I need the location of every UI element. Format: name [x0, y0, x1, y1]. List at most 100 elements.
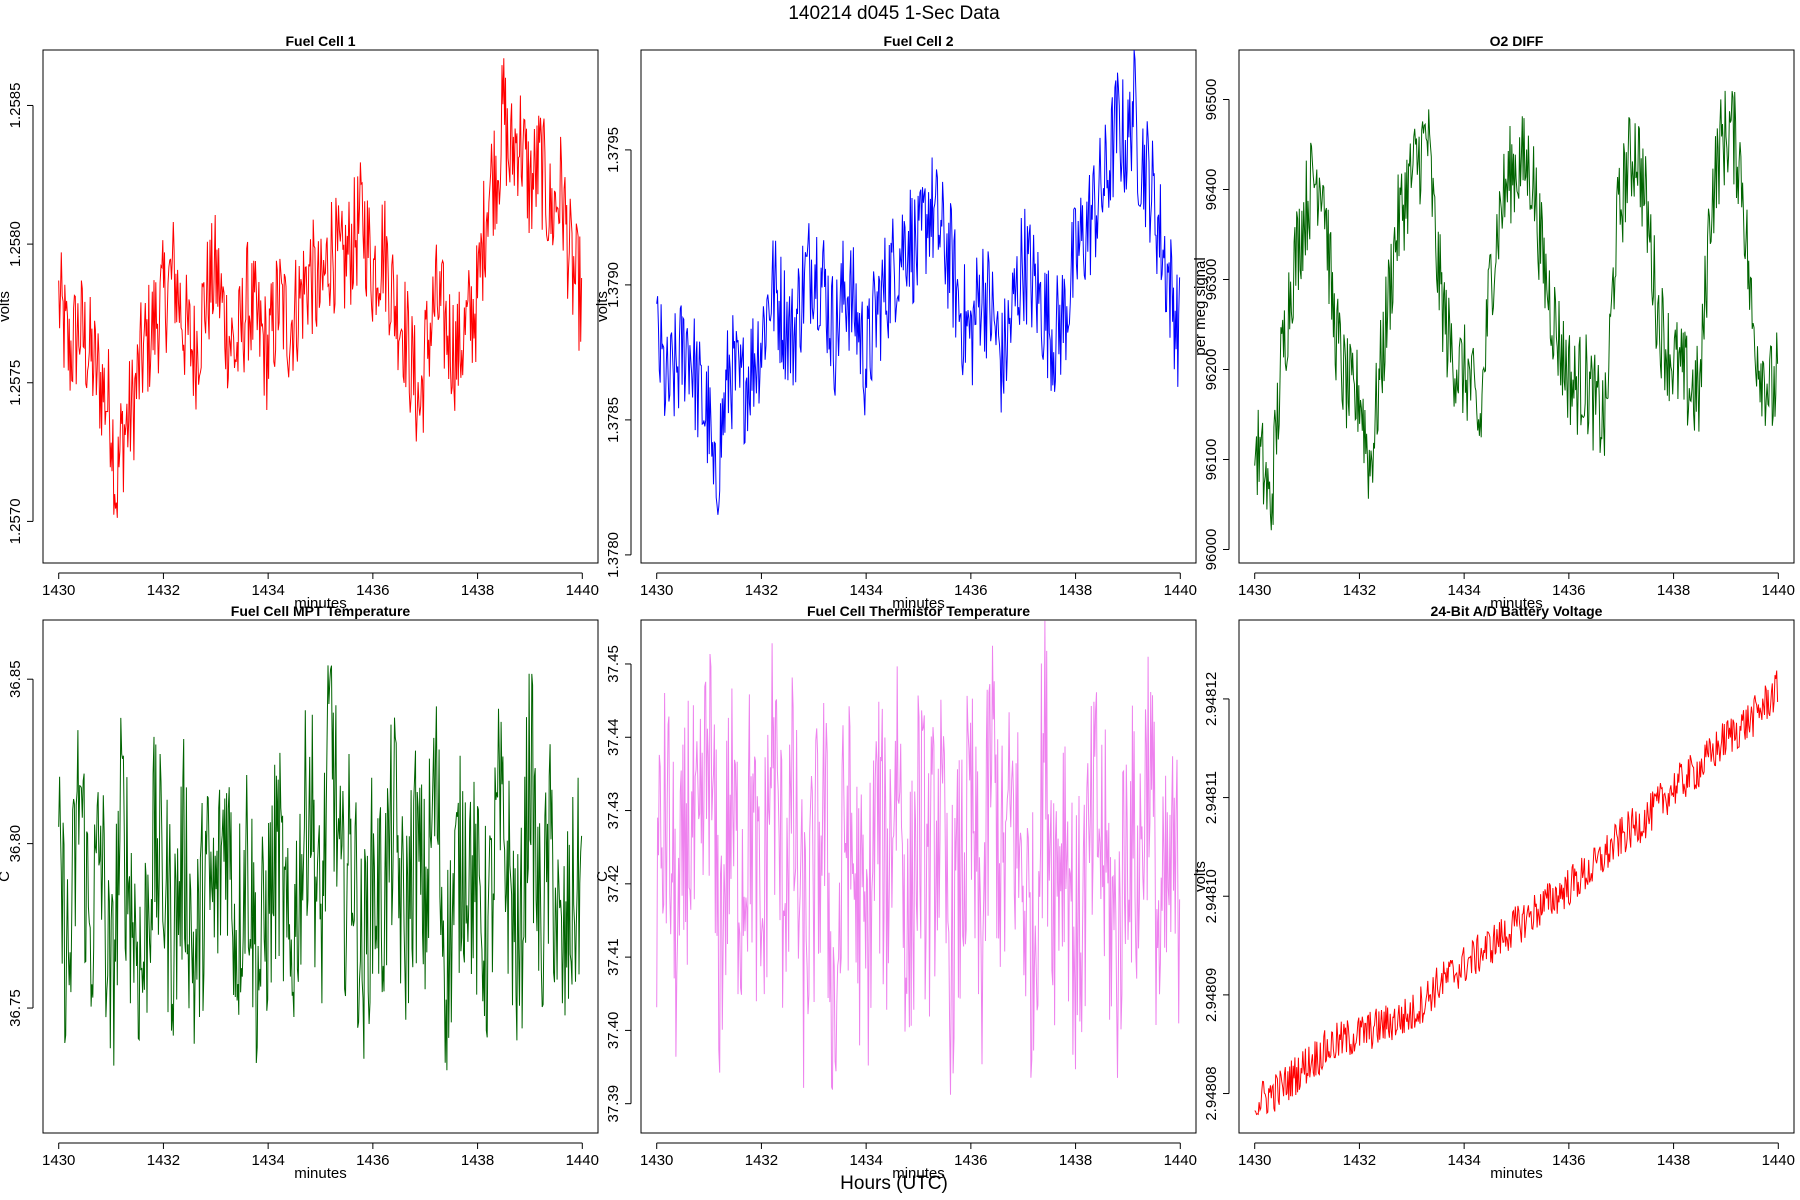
- y-tick-label: 1.3795: [605, 127, 622, 173]
- y-axis-label: C: [594, 871, 611, 882]
- y-tick-label: 1.2570: [7, 498, 24, 544]
- y-tick-label: 2.94809: [1203, 968, 1220, 1022]
- x-tick-label: 1440: [1164, 1152, 1197, 1169]
- x-tick-label: 1436: [954, 1152, 987, 1169]
- x-tick-label: 1430: [1238, 1152, 1271, 1169]
- x-tick-label: 1438: [1657, 1152, 1690, 1169]
- chart-panel-3: O2 DIFF 1430 1432 1434 1436 1438 1440 minutes 96…: [1192, 33, 1795, 612]
- x-tick-label: 1432: [745, 582, 778, 599]
- chart-title: O2 DIFF: [1490, 33, 1544, 49]
- y-tick-label: 1.3780: [605, 532, 622, 578]
- y-tick-label: 2.94810: [1203, 869, 1220, 923]
- x-tick-label: 1434: [251, 582, 284, 599]
- x-tick-label: 1438: [461, 582, 494, 599]
- chart-panel-5: Fuel Cell Thermistor Temperature 1430 1432…: [594, 603, 1197, 1182]
- series-line: [1254, 670, 1779, 1116]
- chart-panel-4: Fuel Cell MPT Temperature 1430 1432 1434 143…: [0, 603, 599, 1182]
- x-tick-label: 1434: [251, 1152, 284, 1169]
- figure-xlabel: Hours (UTC): [840, 1173, 948, 1194]
- x-tick-label: 1430: [640, 582, 673, 599]
- y-tick-label: 96400: [1203, 169, 1220, 211]
- x-tick-label: 1434: [849, 1152, 882, 1169]
- y-tick-label: 96200: [1203, 349, 1220, 391]
- series-line: [1254, 90, 1779, 531]
- y-tick-label: 2.94808: [1203, 1066, 1220, 1120]
- y-tick-label: 37.40: [605, 1012, 622, 1050]
- x-tick-label: 1436: [954, 582, 987, 599]
- plot-frame: [42, 49, 599, 564]
- series-line: [656, 49, 1181, 515]
- x-tick-label: 1436: [356, 582, 389, 599]
- series-line: [58, 58, 583, 518]
- plot-frame: [1238, 619, 1795, 1134]
- series-line: [656, 620, 1181, 1095]
- y-tick-label: 37.44: [605, 718, 622, 756]
- x-tick-label: 1436: [1552, 582, 1585, 599]
- plot-frame: [640, 619, 1197, 1134]
- chart-panel-2: Fuel Cell 2 1430 1432 1434 1436 1438 1440 minut…: [594, 33, 1197, 612]
- series-line: [58, 665, 583, 1071]
- x-tick-label: 1438: [1059, 582, 1092, 599]
- x-tick-label: 1430: [42, 582, 75, 599]
- y-tick-label: 37.41: [605, 938, 622, 976]
- panels: Fuel Cell 1 1430 1432 1434 1436 1438 1440 minut…: [0, 33, 1795, 1182]
- x-axis-label: minutes: [1490, 1165, 1543, 1182]
- x-tick-label: 1434: [1447, 1152, 1480, 1169]
- x-axis-label: minutes: [892, 595, 945, 612]
- y-tick-label: 2.94812: [1203, 672, 1220, 726]
- y-tick-label: 1.2585: [7, 83, 24, 129]
- y-axis-label: volts: [594, 291, 611, 322]
- x-tick-label: 1430: [42, 1152, 75, 1169]
- x-tick-label: 1440: [566, 582, 599, 599]
- y-tick-label: 37.45: [605, 645, 622, 683]
- y-tick-label: 37.42: [605, 865, 622, 903]
- x-tick-label: 1430: [1238, 582, 1271, 599]
- x-tick-label: 1440: [1762, 582, 1795, 599]
- x-axis-label: minutes: [892, 1165, 945, 1182]
- x-tick-label: 1436: [356, 1152, 389, 1169]
- figure-title: 140214 d045 1-Sec Data: [788, 3, 1000, 24]
- y-axis-label: per meg signal: [1192, 257, 1209, 355]
- y-axis-label: volts: [1192, 861, 1209, 892]
- x-tick-label: 1436: [1552, 1152, 1585, 1169]
- plot-frame: [640, 49, 1197, 564]
- x-axis-label: minutes: [1490, 595, 1543, 612]
- x-tick-label: 1440: [1762, 1152, 1795, 1169]
- x-tick-label: 1432: [147, 1152, 180, 1169]
- x-tick-label: 1440: [566, 1152, 599, 1169]
- chart-panel-1: Fuel Cell 1 1430 1432 1434 1436 1438 1440 minut…: [0, 33, 599, 612]
- x-tick-label: 1432: [1343, 582, 1376, 599]
- y-tick-label: 37.43: [605, 792, 622, 830]
- y-tick-label: 37.39: [605, 1085, 622, 1123]
- chart-panel-6: 24-Bit A/D Battery Voltage 1430 1432 1434 14…: [1192, 603, 1795, 1182]
- y-axis-label: volts: [0, 291, 13, 322]
- x-tick-label: 1432: [745, 1152, 778, 1169]
- x-tick-label: 1434: [849, 582, 882, 599]
- y-tick-label: 1.3790: [605, 262, 622, 308]
- chart-title: Fuel Cell Thermistor Temperature: [807, 603, 1030, 619]
- x-tick-label: 1432: [1343, 1152, 1376, 1169]
- y-tick-label: 36.85: [7, 660, 24, 698]
- x-tick-label: 1432: [147, 582, 180, 599]
- x-tick-label: 1438: [461, 1152, 494, 1169]
- y-tick-label: 2.94811: [1203, 771, 1220, 824]
- x-tick-label: 1438: [1059, 1152, 1092, 1169]
- y-tick-label: 1.3785: [605, 397, 622, 443]
- chart-title: 24-Bit A/D Battery Voltage: [1431, 603, 1603, 619]
- x-tick-label: 1434: [1447, 582, 1480, 599]
- y-tick-label: 1.2575: [7, 360, 24, 406]
- x-tick-label: 1430: [640, 1152, 673, 1169]
- plot-frame: [42, 619, 599, 1134]
- x-tick-label: 1440: [1164, 582, 1197, 599]
- y-tick-label: 96100: [1203, 439, 1220, 481]
- y-tick-label: 36.75: [7, 989, 24, 1027]
- y-tick-label: 1.2580: [7, 221, 24, 267]
- chart-title: Fuel Cell 1: [285, 33, 355, 49]
- x-tick-label: 1438: [1657, 582, 1690, 599]
- y-axis-label: C: [0, 871, 13, 882]
- plot-frame: [1238, 49, 1795, 564]
- chart-title: Fuel Cell 2: [883, 33, 953, 49]
- y-tick-label: 96300: [1203, 259, 1220, 301]
- y-tick-label: 36.80: [7, 825, 24, 863]
